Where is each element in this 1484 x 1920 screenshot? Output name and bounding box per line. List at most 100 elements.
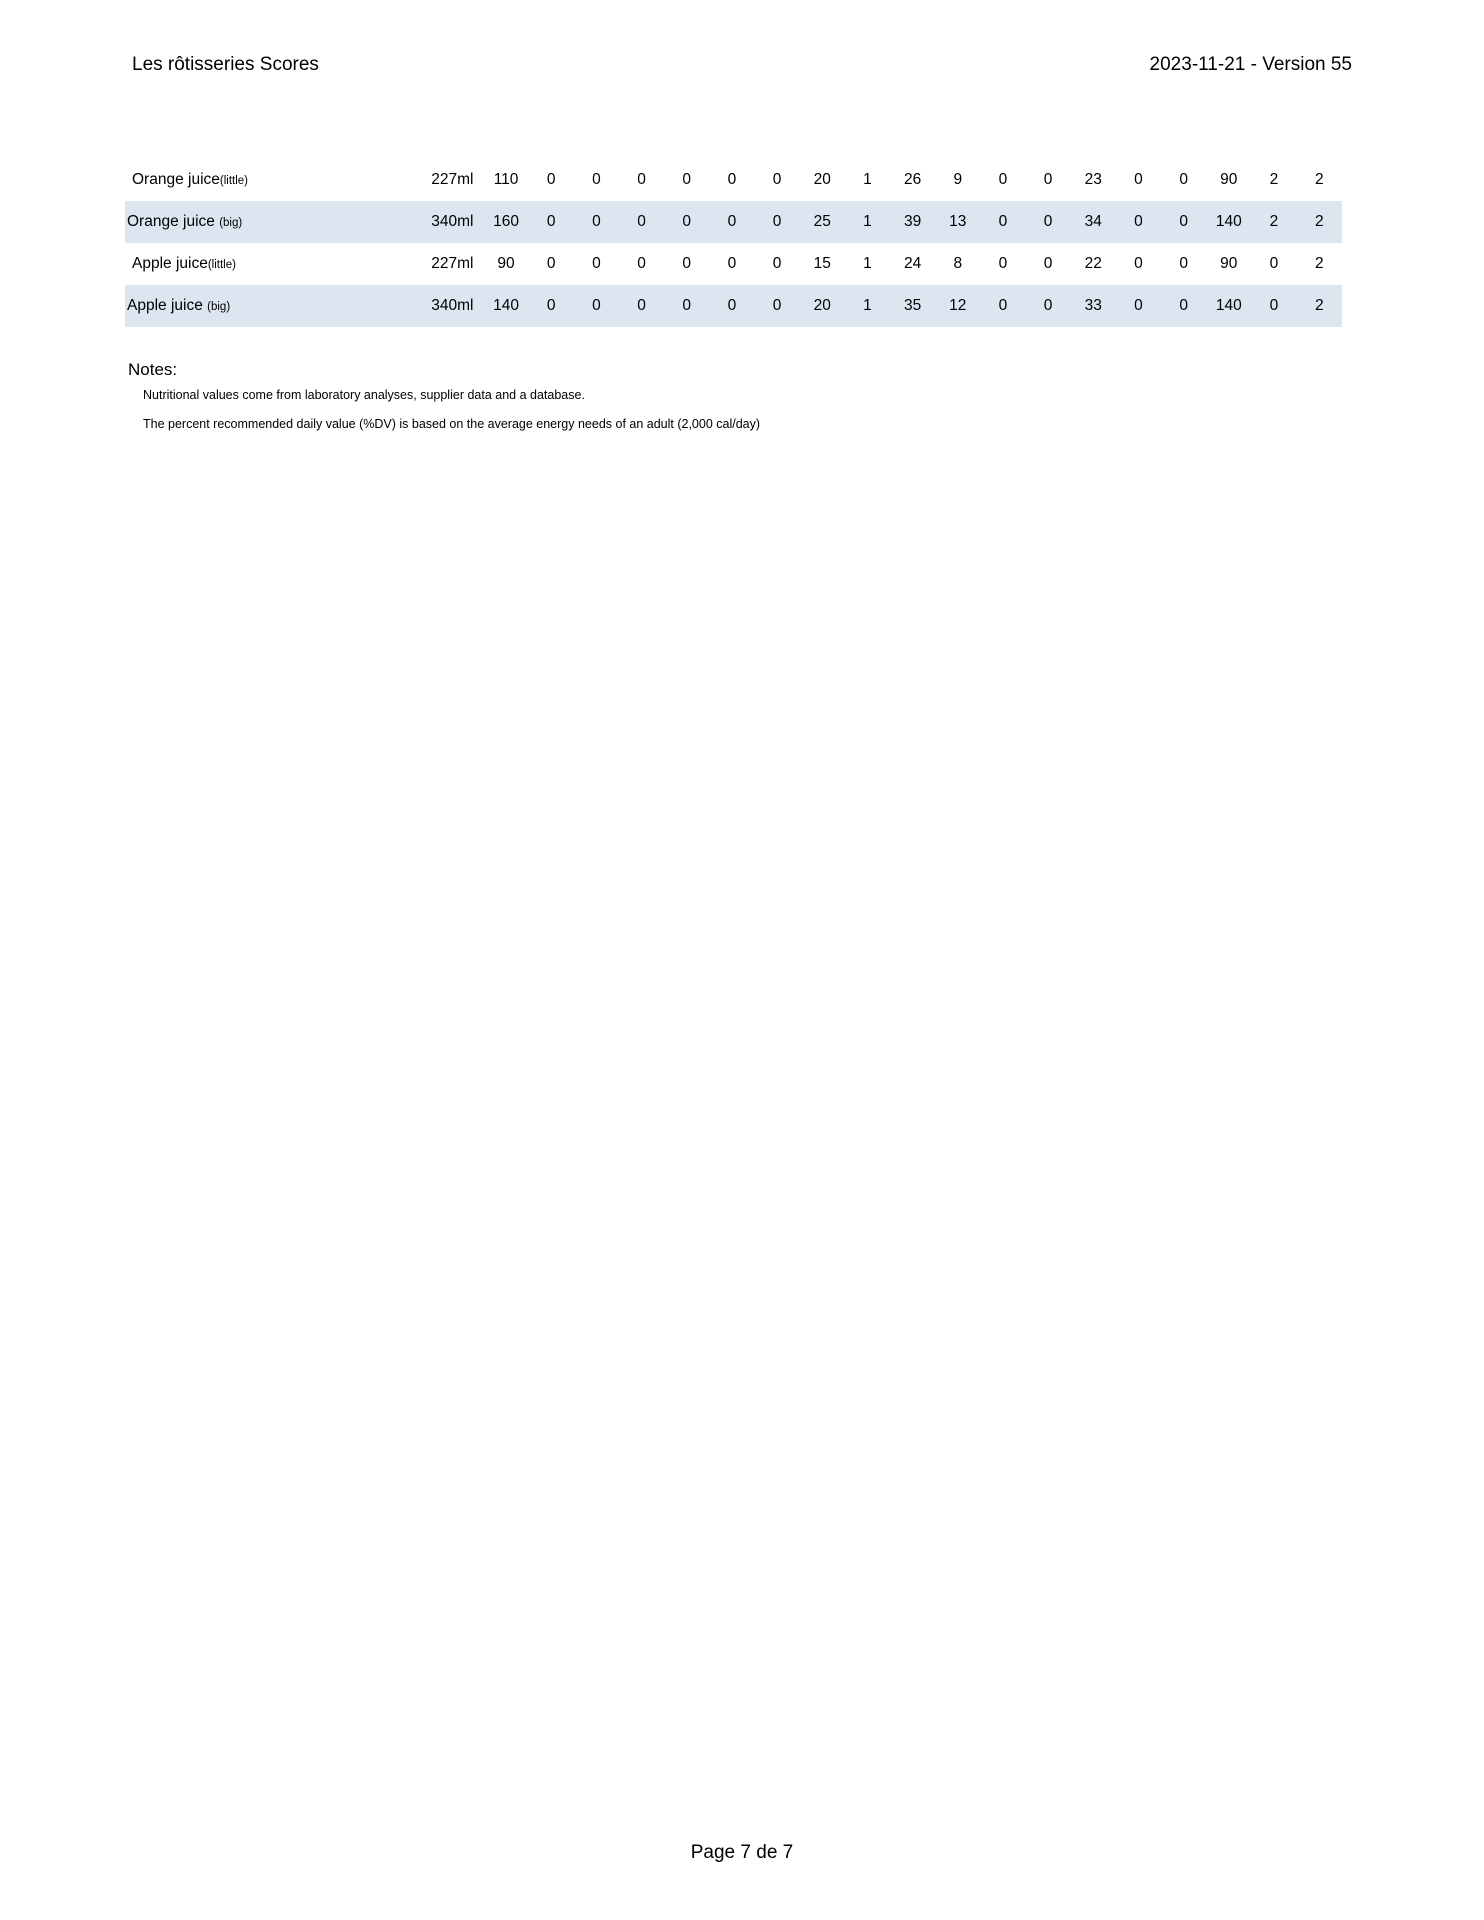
table-cell: 90 — [1220, 171, 1238, 188]
table-cell: 22 — [1084, 255, 1102, 272]
table-cell: 1 — [844, 285, 891, 327]
table-cell: 33 — [1070, 285, 1116, 327]
table-cell: 20 — [799, 285, 845, 327]
product-size-suffix: (big) — [207, 301, 231, 313]
table-cell: 12 — [935, 285, 981, 327]
table-cell: 0 — [637, 171, 646, 188]
table-cell: 23 — [1084, 171, 1102, 188]
table-cell: 2 — [1269, 171, 1279, 188]
table-cell: 0 — [1043, 255, 1053, 272]
table-cell: 35 — [890, 285, 936, 327]
notes-title: Notes: — [128, 360, 178, 379]
table-cell: 0 — [618, 285, 665, 327]
table-cell: 1 — [863, 255, 872, 272]
table-cell: 0 — [1179, 255, 1188, 272]
product-name: Apple juice(little) — [125, 243, 403, 285]
table-cell: 0 — [754, 285, 800, 327]
table-cell: 0 — [1269, 255, 1279, 272]
product-size-suffix: (little) — [219, 175, 249, 187]
table-cell: 140 — [1206, 201, 1252, 243]
table-cell: 0 — [546, 255, 556, 272]
table-cell: 0 — [1025, 285, 1071, 327]
table-cell: 0 — [682, 255, 692, 272]
table-cell: 26 — [903, 171, 922, 188]
product-name-text: Apple juice — [127, 297, 208, 314]
table-cell: 2 — [1251, 201, 1297, 243]
table-cell: 0 — [727, 255, 737, 272]
table-cell: 0 — [998, 171, 1008, 188]
serving-size: 340ml — [403, 285, 484, 327]
table-cell: 2 — [1314, 171, 1324, 188]
table-cell: 0 — [1161, 285, 1207, 327]
page-number: Page 7 de 7 — [690, 1842, 794, 1863]
table-cell: 0 — [528, 201, 574, 243]
table-cell: 140 — [1206, 285, 1252, 327]
product-name-text: Orange juice — [132, 171, 220, 188]
table-cell: 0 — [618, 201, 665, 243]
table-cell: 0 — [1179, 171, 1188, 188]
table-cell: 20 — [813, 171, 831, 188]
table-cell: 0 — [528, 285, 574, 327]
table-cell: 0 — [1161, 201, 1207, 243]
table-cell: 1 — [844, 201, 891, 243]
table-cell: 1 — [863, 171, 872, 188]
table-cell: 13 — [935, 201, 981, 243]
serving-size: 227ml — [431, 255, 474, 272]
note-item: The percent recommended daily value (%DV… — [143, 417, 761, 431]
table-cell: 34 — [1070, 201, 1116, 243]
product-name-text: Apple juice — [132, 255, 208, 272]
table-row: Apple juice(little) 227ml 90 0 0 0 0 0 0 15 1 24 8 0 0… — [125, 243, 1342, 285]
table-cell: 0 — [709, 285, 755, 327]
product-name-text: Orange juice — [127, 213, 220, 230]
table-cell: 25 — [799, 201, 845, 243]
serving-size: 227ml — [431, 171, 474, 188]
table-row: Apple juice (big) 340ml 140 0 0 0 0 0 0 20 1 35 12 0 0… — [125, 285, 1342, 327]
table-cell: 140 — [483, 285, 529, 327]
table-cell: 0 — [1115, 285, 1162, 327]
table-cell: 0 — [573, 285, 619, 327]
table-cell: 15 — [813, 255, 831, 272]
table-cell: 0 — [980, 285, 1026, 327]
table-cell: 9 — [953, 171, 963, 188]
table-cell: 2 — [1314, 255, 1324, 272]
table-cell: 160 — [483, 201, 529, 243]
product-name: Apple juice (big) — [125, 285, 404, 327]
table-cell: 2 — [1296, 285, 1342, 327]
table-cell: 0 — [727, 171, 737, 188]
table-cell: 0 — [637, 255, 646, 272]
nutrition-table: Orange juice(little) 227ml 110 0 0 0 0 0 0 20 1 26 9… — [125, 159, 1342, 327]
serving-size: 340ml — [403, 201, 484, 243]
table-cell: 8 — [953, 255, 963, 272]
product-name: Orange juice(little) — [125, 159, 403, 201]
table-cell: 0 — [1134, 171, 1143, 188]
table-cell: 39 — [890, 201, 936, 243]
table-cell: 0 — [1134, 255, 1143, 272]
product-size-suffix: (little) — [207, 259, 236, 271]
table-cell: 0 — [573, 201, 619, 243]
table-row: Orange juice(little) 227ml 110 0 0 0 0 0 0 20 1 26 9… — [125, 159, 1342, 201]
table-cell: 24 — [903, 255, 922, 272]
table-cell: 0 — [682, 171, 692, 188]
note-item: Nutritional values come from laboratory … — [143, 388, 585, 402]
document-version: 2023-11-21 - Version 55 — [1149, 54, 1352, 75]
table-cell: 0 — [664, 285, 710, 327]
table-cell: 0 — [592, 171, 601, 188]
table-cell: 0 — [1115, 201, 1162, 243]
table-cell: 90 — [497, 255, 515, 272]
table-cell: 0 — [754, 201, 800, 243]
table-cell: 2 — [1296, 201, 1342, 243]
product-name: Orange juice (big) — [125, 201, 404, 243]
table-row: Orange juice (big) 340ml 160 0 0 0 0 0 0 25 1 39 13 0… — [125, 201, 1342, 243]
table-cell: 0 — [592, 255, 601, 272]
table-cell: 0 — [980, 201, 1026, 243]
table-cell: 0 — [1251, 285, 1297, 327]
document-title: Les rôtisseries Scores — [132, 54, 319, 75]
table-cell: 0 — [546, 171, 556, 188]
table-cell: 110 — [493, 171, 519, 188]
table-cell: 0 — [772, 255, 782, 272]
table-cell: 0 — [1025, 201, 1071, 243]
table-cell: 0 — [709, 201, 755, 243]
table-cell: 90 — [1220, 255, 1238, 272]
product-size-suffix: (big) — [219, 217, 243, 229]
table-cell: 0 — [772, 171, 782, 188]
